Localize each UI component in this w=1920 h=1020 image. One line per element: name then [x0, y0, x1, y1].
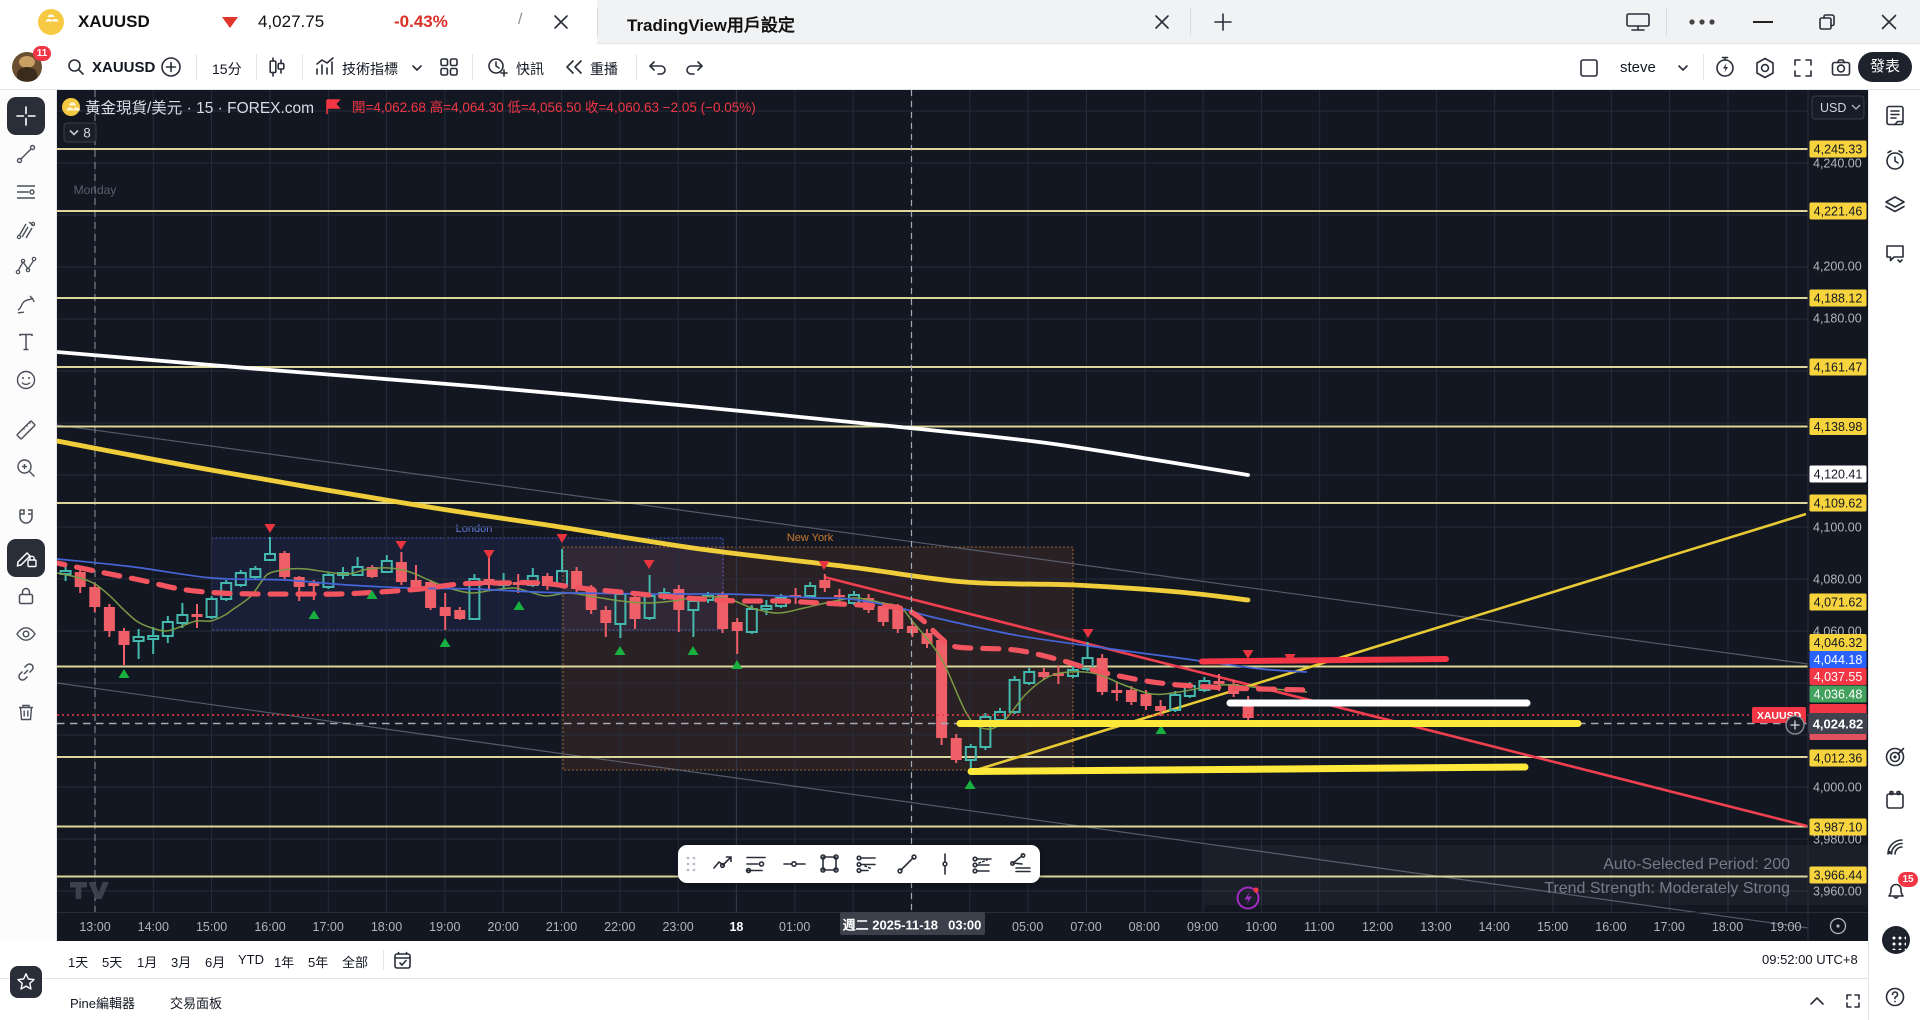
svg-text:16:00: 16:00 — [254, 920, 285, 934]
svg-text:週二 2025-11-18 03:00: 週二 2025-11-18 03:00 — [843, 918, 982, 933]
svg-text:11:00: 11:00 — [1304, 920, 1334, 934]
svg-text:18:00: 18:00 — [371, 920, 402, 934]
svg-text:4,046.32: 4,046.32 — [1814, 636, 1863, 650]
svg-text:14:00: 14:00 — [1479, 920, 1510, 934]
svg-text:4,000.00: 4,000.00 — [1813, 781, 1862, 795]
svg-text:4,080.00: 4,080.00 — [1813, 573, 1862, 587]
svg-text:4,037.55: 4,037.55 — [1814, 670, 1863, 684]
svg-text:8: 8 — [83, 126, 91, 141]
svg-text:07:00: 07:00 — [1070, 920, 1101, 934]
svg-text:20:00: 20:00 — [488, 920, 519, 934]
svg-text:18: 18 — [729, 920, 743, 934]
svg-text:12:00: 12:00 — [1362, 920, 1393, 934]
svg-text:13:00: 13:00 — [79, 920, 110, 934]
svg-text:15:00: 15:00 — [196, 920, 227, 934]
svg-text:16:00: 16:00 — [1595, 920, 1626, 934]
svg-text:3,980.00: 3,980.00 — [1813, 833, 1862, 847]
svg-text:4,024.82: 4,024.82 — [1813, 717, 1864, 732]
svg-text:08:00: 08:00 — [1129, 920, 1160, 934]
svg-text:4,240.00: 4,240.00 — [1813, 157, 1862, 171]
svg-text:開=4,062.68 高=4,064.30 低=4,05: 開=4,062.68 高=4,064.30 低=4,056.50 收=4,060… — [352, 99, 756, 115]
svg-text:4,012.36: 4,012.36 — [1814, 752, 1863, 766]
svg-text:London: London — [456, 523, 493, 535]
svg-text:4,138.98: 4,138.98 — [1814, 420, 1863, 434]
svg-text:01:00: 01:00 — [779, 920, 810, 934]
svg-text:USD: USD — [1820, 101, 1846, 115]
svg-text:Auto-Selected Period: 200: Auto-Selected Period: 200 — [1603, 856, 1790, 873]
svg-text:4,044.18: 4,044.18 — [1814, 653, 1863, 667]
svg-text:21:00: 21:00 — [546, 920, 577, 934]
svg-text:10:00: 10:00 — [1245, 920, 1276, 934]
svg-text:19:00: 19:00 — [429, 920, 460, 934]
svg-text:Trend Strength: Moderately Str: Trend Strength: Moderately Strong — [1544, 880, 1790, 897]
svg-text:09:00: 09:00 — [1187, 920, 1218, 934]
svg-text:4,036.48: 4,036.48 — [1814, 688, 1863, 702]
svg-text:17:00: 17:00 — [1654, 920, 1685, 934]
svg-text:3,960.00: 3,960.00 — [1813, 885, 1862, 899]
svg-text:18:00: 18:00 — [1712, 920, 1743, 934]
svg-text:4,120.41: 4,120.41 — [1814, 468, 1863, 482]
svg-text:3,966.44: 3,966.44 — [1814, 869, 1863, 883]
svg-text:3,987.10: 3,987.10 — [1814, 821, 1863, 835]
svg-text:4,200.00: 4,200.00 — [1813, 260, 1862, 274]
svg-text:4,071.62: 4,071.62 — [1814, 596, 1863, 610]
svg-text:4,100.00: 4,100.00 — [1813, 521, 1862, 535]
svg-text:4,221.46: 4,221.46 — [1814, 205, 1863, 219]
svg-text:13:00: 13:00 — [1420, 920, 1451, 934]
svg-text:17:00: 17:00 — [313, 920, 344, 934]
svg-text:19:00: 19:00 — [1770, 920, 1801, 934]
svg-text:4,161.47: 4,161.47 — [1814, 361, 1863, 375]
svg-text:14:00: 14:00 — [138, 920, 169, 934]
svg-text:4,245.33: 4,245.33 — [1814, 143, 1863, 157]
svg-text:4,109.62: 4,109.62 — [1814, 497, 1863, 511]
svg-text:23:00: 23:00 — [662, 920, 693, 934]
svg-text:4,180.00: 4,180.00 — [1813, 312, 1862, 326]
svg-text:22:00: 22:00 — [604, 920, 635, 934]
svg-text:05:00: 05:00 — [1012, 920, 1043, 934]
svg-text:15:00: 15:00 — [1537, 920, 1568, 934]
svg-text:New York: New York — [787, 532, 834, 544]
svg-text:Monday: Monday — [74, 183, 117, 197]
svg-text:黃金現貨/美元 · 15 · FOREX.com: 黃金現貨/美元 · 15 · FOREX.com — [85, 99, 314, 117]
svg-text:4,188.12: 4,188.12 — [1814, 292, 1863, 306]
